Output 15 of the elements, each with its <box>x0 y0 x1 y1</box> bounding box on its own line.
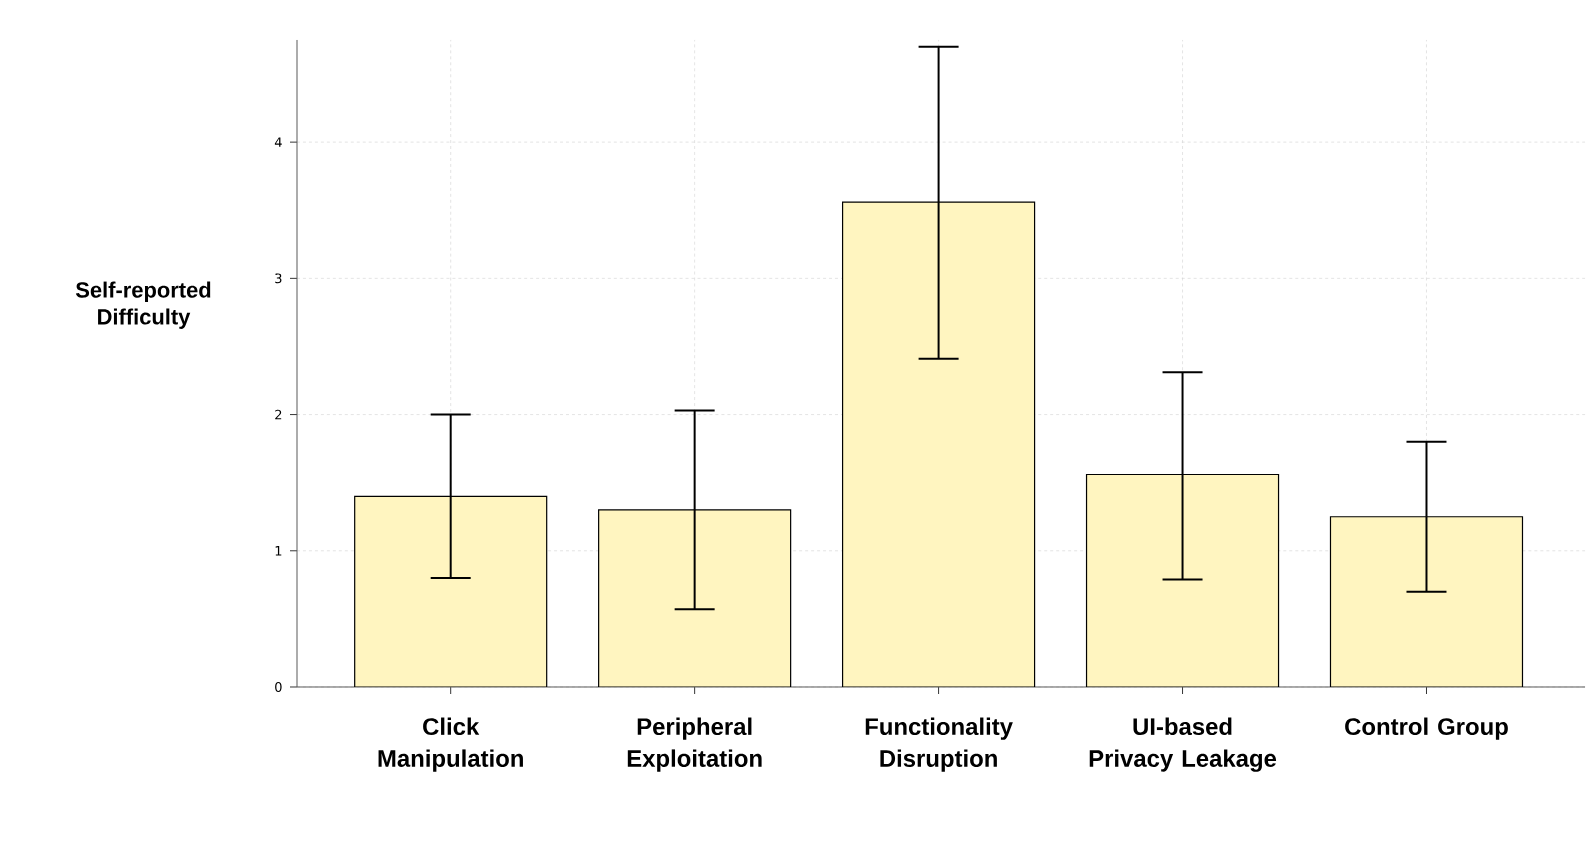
y-axis-title: Self-reported Difficulty <box>75 281 211 329</box>
x-tick-label: Peripheral Exploitation <box>627 717 762 772</box>
y-tick-label: 4 <box>274 137 282 147</box>
bar <box>1329 516 1524 687</box>
bar <box>354 495 548 687</box>
y-tick-label: 3 <box>275 273 282 284</box>
y-tick-label: 2 <box>275 409 282 420</box>
x-tick-label: Click Manipulation <box>378 717 523 772</box>
y-tick-label: 0 <box>275 682 282 692</box>
x-tick-label: Functionality Disruption <box>865 717 1013 772</box>
y-tick-label: 1 <box>275 546 282 556</box>
bar <box>1085 473 1280 687</box>
bar <box>841 201 1036 687</box>
x-tick-label: Control Group <box>1345 717 1508 740</box>
x-tick-label: UI-based Privacy Leakage <box>1089 717 1277 772</box>
